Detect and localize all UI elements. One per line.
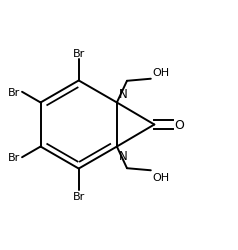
Text: OH: OH [152,68,169,78]
Text: Br: Br [73,192,85,202]
Text: Br: Br [73,48,85,58]
Text: Br: Br [8,88,20,98]
Text: OH: OH [152,172,169,182]
Text: O: O [175,118,185,132]
Text: Br: Br [8,152,20,162]
Text: N: N [119,149,128,162]
Text: N: N [119,88,128,101]
